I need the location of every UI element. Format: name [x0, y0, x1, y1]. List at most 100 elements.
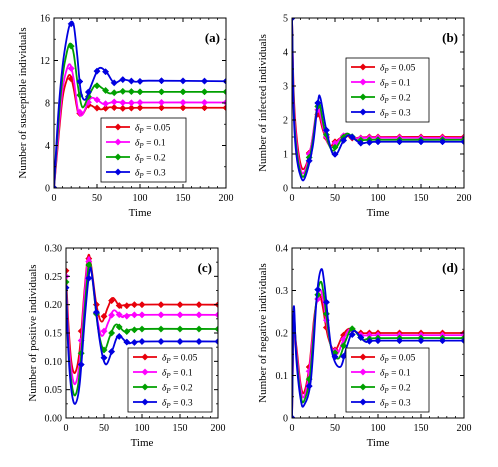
x-tick-label: 0 [64, 423, 69, 434]
series-marker [136, 77, 144, 85]
series-marker [222, 98, 226, 107]
x-tick-label: 50 [99, 423, 109, 434]
series-marker [200, 98, 209, 107]
series-marker [100, 327, 108, 335]
y-tick-label: 0.15 [45, 329, 63, 340]
legend-entry: δP = 0.1 [135, 139, 166, 151]
y-tick-label: 2 [283, 116, 288, 127]
series-marker [93, 82, 101, 90]
series-marker [54, 184, 58, 188]
x-tick-label: 150 [414, 193, 429, 204]
legend-entry: δP = 0.1 [380, 79, 411, 91]
y-tick-label: 0.1 [276, 371, 289, 382]
panel-4: 0 50 100 150 200 0 0.1 0.2 0.3 0.4 Time Number of n… [257, 244, 472, 450]
y-tick-label: 0.20 [45, 300, 63, 311]
x-tick-label: 50 [92, 193, 102, 204]
series-marker [85, 274, 93, 282]
y-axis-label: Number of infected individuals [257, 34, 269, 172]
series-marker [395, 138, 404, 146]
legend-marker [359, 63, 367, 71]
x-tick-label: 0 [52, 193, 57, 204]
series-marker [417, 138, 425, 146]
series-marker [157, 104, 166, 112]
legend: δP = 0.05 δP = 0.1 δP = 0.2 δP = 0.3 [345, 57, 430, 123]
y-tick-label: 0 [45, 184, 50, 195]
legend-marker [114, 123, 122, 131]
series-marker [157, 98, 166, 107]
series-marker [110, 89, 118, 97]
series-marker [115, 323, 123, 331]
x-tick-label: 100 [135, 423, 150, 434]
y-tick-label: 0.00 [45, 414, 63, 425]
series-marker [365, 138, 373, 146]
x-axis-label: Time [131, 437, 154, 449]
legend-entry: δP = 0.05 [380, 354, 416, 366]
series-marker [119, 99, 127, 107]
series-marker [93, 67, 101, 75]
x-tick-label: 150 [173, 423, 188, 434]
series-marker [340, 136, 348, 144]
series-marker [417, 337, 425, 345]
y-axis-label: Number of susceptible individuals [17, 27, 29, 178]
legend-marker [359, 353, 367, 361]
series-marker [115, 311, 123, 319]
series-marker [138, 337, 146, 346]
panel-3: 0 50 100 150 200 0.00 0.05 0.10 0.15 0.20 0.25 0.30… [27, 244, 226, 450]
x-tick-label: 150 [414, 423, 429, 434]
series-marker [127, 104, 135, 112]
legend-entry: δP = 0.05 [135, 124, 171, 136]
series-marker [136, 98, 144, 107]
series-marker [76, 108, 84, 116]
panel-2: 0 50 100 150 200 0 1 2 3 4 5 Time Number of infected… [257, 14, 472, 220]
legend-entry: δP = 0.2 [380, 384, 411, 396]
series-marker [138, 311, 146, 319]
x-tick-label: 200 [457, 423, 472, 434]
series-marker [195, 311, 203, 319]
x-tick-label: 0 [290, 193, 295, 204]
plot-area [54, 20, 226, 188]
series-marker [136, 104, 144, 112]
y-tick-label: 4 [283, 48, 288, 59]
series-marker [460, 138, 464, 146]
series-marker [85, 261, 93, 269]
series-marker [348, 133, 356, 141]
series-marker [179, 88, 187, 96]
x-axis-label: Time [367, 207, 390, 219]
series-marker [123, 338, 131, 346]
y-tick-label: 0.3 [276, 286, 289, 297]
series-marker [119, 104, 127, 112]
series-marker [130, 338, 138, 346]
y-tick-label: 0 [283, 414, 288, 425]
series-marker [195, 325, 203, 333]
legend-entry: δP = 0.2 [162, 384, 193, 396]
legend-marker [359, 93, 367, 101]
legend-marker [114, 168, 122, 176]
legend-marker [359, 398, 367, 406]
x-tick-label: 200 [211, 423, 226, 434]
series-marker [438, 138, 447, 146]
series-marker [102, 68, 110, 76]
y-tick-label: 4 [45, 141, 50, 152]
series-marker [322, 126, 330, 134]
series-marker [357, 333, 365, 341]
series-marker [438, 337, 447, 345]
series-marker [102, 86, 110, 95]
series-marker [322, 298, 330, 306]
legend-entry: δP = 0.2 [380, 94, 411, 106]
series-marker [374, 138, 382, 146]
legend: δP = 0.05 δP = 0.1 δP = 0.2 δP = 0.3 [127, 347, 213, 413]
panel-label: (a) [205, 30, 220, 45]
series-marker [100, 354, 108, 362]
series-marker [460, 337, 464, 345]
series-marker [136, 88, 144, 96]
x-tick-label: 50 [330, 193, 340, 204]
y-tick-label: 0.25 [45, 272, 63, 283]
series-marker [365, 337, 373, 345]
panel-label: (b) [442, 30, 458, 45]
series-marker [179, 77, 187, 85]
y-tick-label: 0 [283, 184, 288, 195]
y-tick-label: 3 [283, 82, 288, 93]
series-marker [200, 104, 209, 112]
series-marker [93, 96, 101, 104]
